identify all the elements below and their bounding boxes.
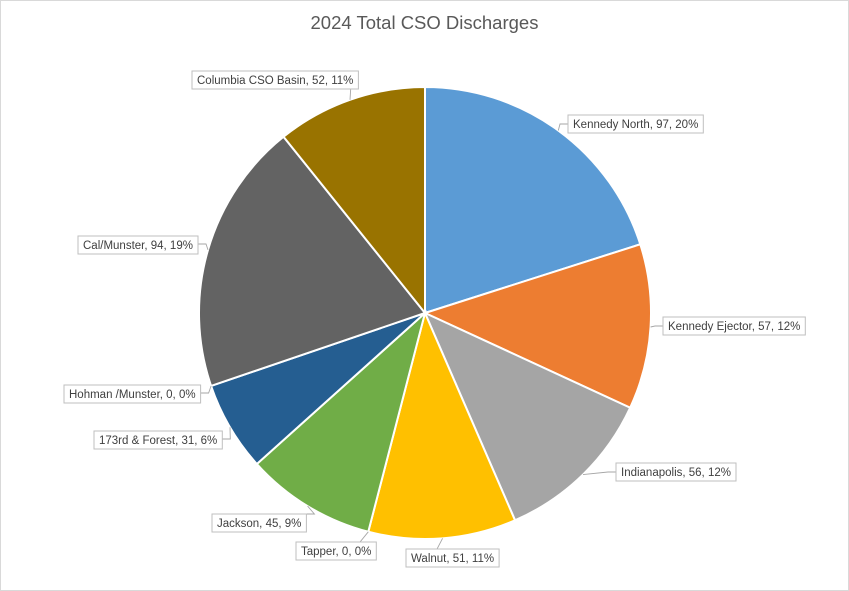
leader-line bbox=[352, 531, 369, 543]
data-label-box bbox=[77, 235, 199, 255]
data-label: 173rd & Forest, 31, 6% bbox=[99, 435, 217, 447]
data-label: Cal/Munster, 94, 19% bbox=[83, 240, 193, 252]
data-label: Kennedy North, 97, 20% bbox=[573, 119, 698, 131]
data-label-box bbox=[191, 70, 359, 90]
pie-slice-columbia-cso-basin bbox=[282, 85, 426, 316]
pie-slice-kennedy-north bbox=[424, 85, 642, 315]
data-label-box bbox=[615, 462, 737, 482]
data-label: Walnut, 51, 11% bbox=[411, 553, 494, 565]
pie-slice-kennedy-ejector bbox=[422, 243, 652, 410]
data-label: Hohman /Munster, 0, 0% bbox=[69, 389, 196, 401]
leader-line bbox=[650, 325, 663, 328]
leader-line bbox=[198, 243, 209, 251]
data-label: Kennedy Ejector, 57, 12% bbox=[668, 321, 800, 333]
data-label: Columbia CSO Basin, 52, 11% bbox=[197, 75, 353, 87]
leader-line bbox=[306, 505, 316, 515]
leader-line bbox=[222, 427, 231, 440]
data-label-box bbox=[405, 548, 500, 568]
pie-slice-indianapolis bbox=[423, 310, 632, 522]
chart-title: 2024 Total CSO Discharges bbox=[311, 12, 539, 33]
leader-line bbox=[200, 385, 212, 394]
leader-line bbox=[582, 471, 616, 476]
data-label-box bbox=[211, 513, 307, 533]
leader-line bbox=[436, 538, 445, 550]
data-label: Indianapolis, 56, 12% bbox=[621, 467, 731, 479]
data-label-box bbox=[63, 384, 202, 404]
data-label-box bbox=[662, 316, 806, 336]
pie-slice-jackson bbox=[255, 310, 427, 533]
data-label-box bbox=[295, 541, 377, 561]
data-label: Tapper, 0, 0% bbox=[301, 546, 371, 558]
pie-slice-cal-munster bbox=[198, 135, 427, 388]
leader-line bbox=[557, 123, 568, 131]
data-label: Jackson, 45, 9% bbox=[217, 518, 301, 530]
data-labels: Kennedy North, 97, 20% Kennedy Ejector, 5… bbox=[63, 70, 806, 568]
data-label-box bbox=[567, 114, 704, 134]
data-label-box bbox=[93, 430, 223, 450]
pie-slices bbox=[198, 85, 652, 540]
